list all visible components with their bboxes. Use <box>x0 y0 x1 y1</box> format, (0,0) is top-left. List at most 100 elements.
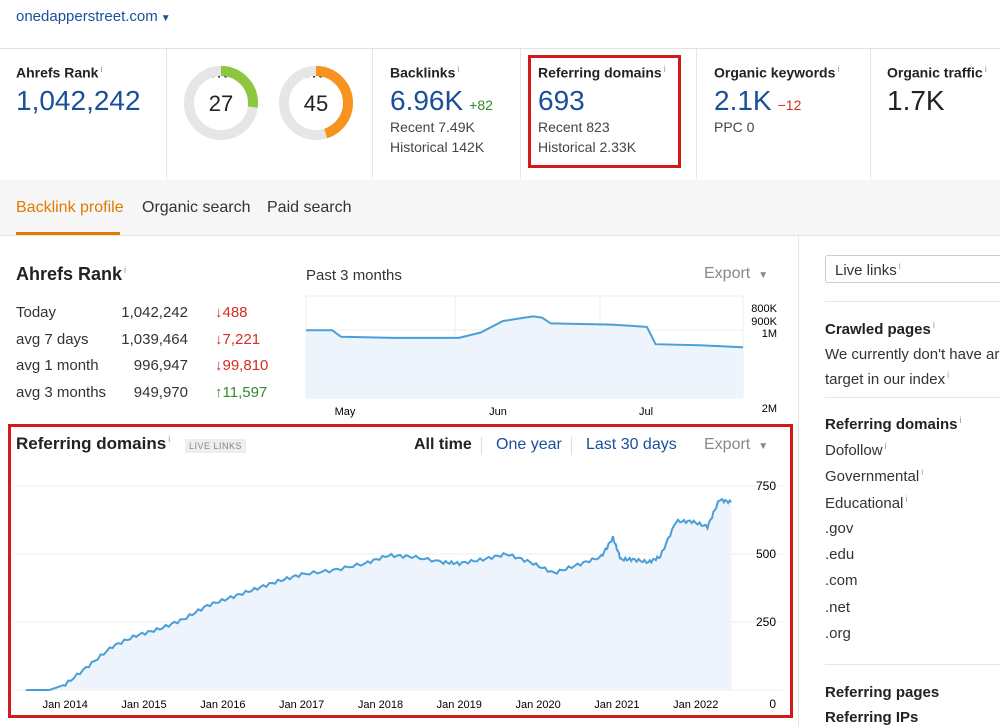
y-tick-label: 0 <box>769 697 776 711</box>
info-icon[interactable]: i <box>921 467 924 478</box>
metric-recent[interactable]: Recent 823 <box>538 118 610 135</box>
rank-row-value: 996,947 <box>133 357 188 374</box>
section-title-referring-domains: Referring domains i <box>16 434 171 453</box>
y-tick-label: 800K <box>751 303 777 315</box>
metric-recent[interactable]: Recent 7.49K <box>390 118 475 135</box>
metric-historical[interactable]: Historical 2.33K <box>538 138 637 155</box>
live-links-select[interactable]: Live links i <box>825 255 1000 283</box>
info-icon[interactable]: i <box>100 64 103 74</box>
x-tick-label: Jun <box>489 406 507 418</box>
rank-row-label: avg 7 days <box>16 330 89 348</box>
x-tick-label: Jan 2020 <box>515 699 560 711</box>
range-last-30-days[interactable]: Last 30 days <box>586 436 677 453</box>
info-icon[interactable]: i <box>837 64 840 74</box>
rank-row-value: 1,039,464 <box>121 330 188 348</box>
x-tick-label: Jan 2015 <box>121 699 166 711</box>
info-icon[interactable]: i <box>947 370 950 380</box>
info-icon: i <box>898 261 901 271</box>
sidebar-item-label: .edu <box>825 546 855 564</box>
info-icon[interactable]: i <box>663 64 666 74</box>
rank-row-change: ↓488 <box>215 304 248 321</box>
divider <box>825 664 1000 665</box>
sidebar-refpages-title[interactable]: Referring pages <box>825 684 940 701</box>
range-all-time[interactable]: All time <box>414 436 472 453</box>
x-tick-label: Jan 2022 <box>673 699 718 711</box>
x-tick-label: Jan 2021 <box>594 699 639 711</box>
sidebar-refdomains-item[interactable]: Educational i <box>825 494 1000 520</box>
range-one-year[interactable]: One year <box>496 436 562 453</box>
export-button[interactable]: Export ▼ <box>704 436 769 453</box>
highlight-box <box>8 424 793 718</box>
metric-divider <box>166 49 167 179</box>
x-tick-label: May <box>335 406 356 418</box>
rank-row-change: ↓7,221 <box>215 330 261 348</box>
sidebar-divider <box>798 236 799 726</box>
metric-value[interactable]: 1,042,242 <box>16 84 141 116</box>
metric-backlinks: Backlinks i 6.96K +82 Recent 7.49K Histori… <box>390 64 493 157</box>
tab-organic-search[interactable]: Organic search <box>142 199 251 216</box>
export-button[interactable]: Export ▼ <box>704 265 769 282</box>
domain-name: onedapperstreet.com <box>16 8 158 25</box>
rank-row-label: avg 3 months <box>16 383 107 401</box>
sidebar-item-label: Educational <box>825 494 904 512</box>
sidebar-refdomains-item[interactable]: .gov <box>825 520 1000 546</box>
metric-historical[interactable]: Historical 142K <box>390 138 485 155</box>
metric-label: Ahrefs Rank <box>16 64 99 81</box>
y-tick-label: 500 <box>756 547 776 561</box>
info-icon[interactable]: i <box>457 64 460 74</box>
sidebar-refdomains-item[interactable]: .edu <box>825 546 1000 572</box>
chevron-down-icon: ▼ <box>758 441 769 452</box>
rank-row: avg 7 days 1,039,464 ↓7,221 <box>16 331 286 358</box>
info-icon[interactable]: i <box>959 415 962 425</box>
divider <box>825 301 1000 302</box>
rank-row: avg 3 months 949,970 ↑11,597 <box>16 384 286 411</box>
x-tick-label: Jul <box>639 406 653 418</box>
info-icon[interactable]: i <box>932 320 935 330</box>
tab-backlink-profile[interactable]: Backlink profile <box>16 199 124 216</box>
crawled-pages-text: We currently don't have ar target in our… <box>825 346 1000 388</box>
sidebar-refdomains-item[interactable]: Governmental i <box>825 467 1000 493</box>
metric-divider <box>696 49 697 179</box>
tabs-bar <box>0 180 1000 235</box>
sidebar-refdomains-item[interactable]: .net <box>825 599 1000 625</box>
metric-value[interactable]: 1.7K <box>887 84 945 116</box>
metric-label: Organic keywords <box>714 64 836 81</box>
rank-row-value: 949,970 <box>133 383 188 401</box>
tab-paid-search[interactable]: Paid search <box>267 199 352 216</box>
metric-divider <box>372 49 373 179</box>
domain-dropdown[interactable]: onedapperstreet.com ▼ <box>16 8 171 25</box>
sidebar-refdomains-item[interactable]: Dofollow i <box>825 441 1000 467</box>
sidebar-refips-title[interactable]: Referring IPs <box>825 709 919 726</box>
info-icon[interactable]: i <box>168 434 171 445</box>
ur-value: 27 <box>208 91 234 116</box>
dr-value: 45 <box>303 91 329 116</box>
metric-value[interactable]: 2.1K <box>714 84 772 116</box>
sidebar-item-label: Dofollow <box>825 442 883 459</box>
divider <box>825 397 1000 398</box>
section-title-ahrefs-rank: Ahrefs Rank i <box>16 264 127 284</box>
chevron-down-icon: ▼ <box>160 13 171 24</box>
metric-divider <box>870 49 871 179</box>
sidebar-refdomains-title: Referring domains i <box>825 415 962 433</box>
info-icon[interactable]: i <box>984 64 987 74</box>
sidebar-refdomains-item[interactable]: .org <box>825 625 1000 651</box>
x-tick-label: Jan 2018 <box>358 699 403 711</box>
sidebar-item-label: .org <box>825 625 851 643</box>
sidebar-refdomains-item[interactable]: .com <box>825 572 1000 598</box>
info-icon[interactable]: i <box>124 265 127 275</box>
series-line <box>306 315 744 349</box>
dr-ring-chart <box>279 66 353 140</box>
info-icon[interactable]: i <box>905 493 908 504</box>
metric-organic-traffic: Organic traffic i 1.7K <box>887 64 987 117</box>
chevron-down-icon: ▼ <box>758 270 769 281</box>
y-tick-label: 250 <box>756 615 776 629</box>
crawled-pages-title: Crawled pages i <box>825 320 935 338</box>
metric-value[interactable]: 693 <box>538 84 585 116</box>
rank-row-change: ↓99,810 <box>215 357 269 374</box>
metric-ppc: PPC 0 <box>714 118 755 135</box>
sidebar-item-label: .net <box>825 598 851 616</box>
y-tick-label: 900K <box>751 316 777 328</box>
header-divider <box>0 48 1000 49</box>
info-icon[interactable]: i <box>884 441 887 451</box>
metric-value[interactable]: 6.96K <box>390 84 464 116</box>
